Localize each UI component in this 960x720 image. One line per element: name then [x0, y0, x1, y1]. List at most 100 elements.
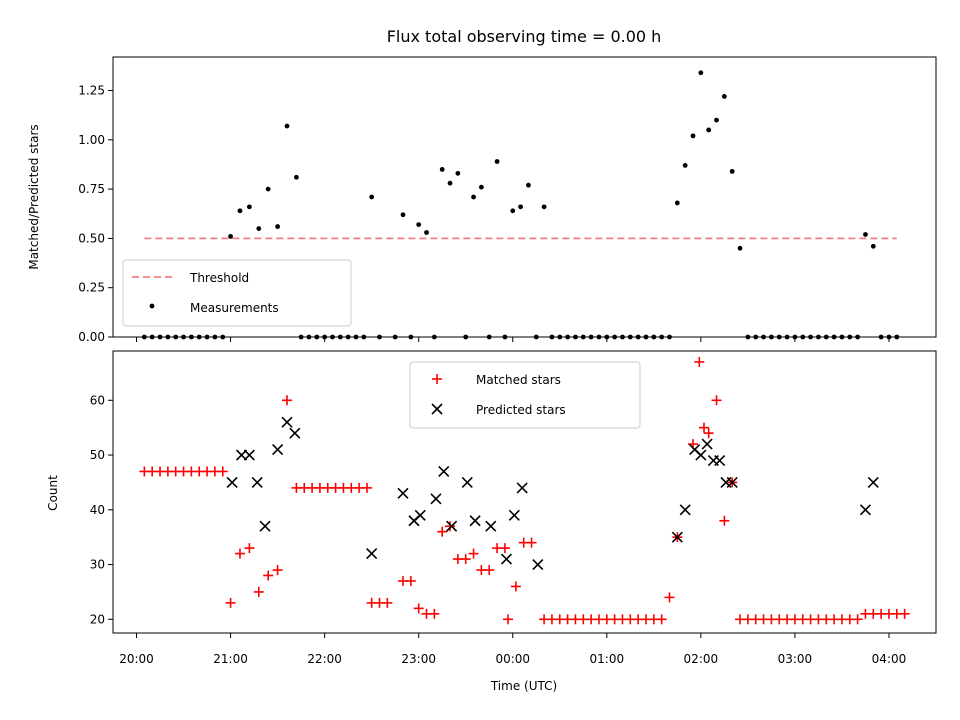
predicted-stars-point [289, 427, 301, 439]
measurement-point [447, 180, 453, 186]
matched-stars-point [711, 395, 722, 406]
matched-stars-point [244, 543, 255, 554]
matched-stars-point [719, 515, 730, 526]
predicted-stars-point-b [366, 548, 378, 560]
measurement-point [870, 243, 876, 249]
predicted-stars-point [701, 438, 713, 450]
bottom-x-axis-label: Time (UTC) [490, 679, 557, 693]
predicted-stars-point [281, 416, 293, 428]
predicted-stars-point-b [446, 520, 458, 532]
predicted-stars-point-b [516, 482, 528, 494]
measurement-point [682, 163, 688, 168]
matched-stars-point [272, 565, 283, 576]
measurement-point [439, 166, 445, 172]
matched-stars-point [217, 466, 228, 477]
matched-stars-point [852, 614, 863, 625]
top-y-axis-label: Matched/Predicted stars [27, 124, 41, 269]
matched-stars-point [263, 570, 274, 581]
measurement-point [690, 133, 696, 139]
top-y-tick-label: 0.75 [78, 182, 105, 196]
matched-stars-point [698, 422, 709, 433]
bottom-y-tick-label: 40 [90, 503, 105, 517]
measurement-point [494, 159, 500, 164]
measurement-point [706, 127, 712, 133]
matched-stars-point [503, 614, 514, 625]
top-axes-frame [112, 56, 937, 338]
measurement-point [265, 186, 271, 192]
top-y-tick-label: 1.25 [78, 84, 105, 98]
measurement-point [455, 170, 461, 176]
predicted-stars-point [438, 465, 450, 478]
predicted-stars-point-b [500, 553, 513, 565]
matched-stars-point [282, 395, 293, 406]
bottom-y-tick-label: 60 [90, 393, 105, 407]
predicted-stars-point [859, 504, 872, 516]
top-y-tick-label: 0.50 [78, 231, 105, 245]
predicted-stars-point [714, 454, 726, 467]
matched-stars-point [510, 581, 521, 592]
matched-stars-point [656, 614, 667, 625]
predicted-stars-point-b [259, 520, 271, 532]
measurement-point [729, 168, 735, 174]
predicted-stars-point-b [235, 449, 248, 461]
top-legend: Threshold Measurements [122, 259, 352, 327]
bottom-legend-box [409, 361, 641, 429]
top-y-tick-label: 0.25 [78, 281, 105, 295]
measurement-point [698, 70, 704, 76]
predicted-stars-point [516, 482, 528, 494]
bottom-plot-area [139, 356, 910, 625]
matched-stars-point [405, 575, 416, 586]
predicted-stars-point-b [671, 531, 683, 543]
predicted-stars-point [414, 509, 426, 521]
measurement-point [237, 208, 243, 214]
matched-stars-legend-label: Matched stars [476, 373, 561, 387]
measurement-point [275, 224, 280, 229]
bottom-x-tick-label: 20:00 [119, 652, 154, 666]
predicted-stars-point-b [867, 476, 879, 488]
top-y-tick-label: 0.00 [78, 330, 105, 344]
predicted-stars-point [226, 476, 238, 488]
measurement-point [526, 182, 531, 188]
bottom-x-tick-label: 00:00 [495, 652, 530, 666]
matched-stars-point [664, 592, 675, 603]
predicted-stars-point-b [251, 476, 263, 488]
measurement-point [471, 194, 476, 200]
bottom-y-tick-label: 30 [90, 558, 105, 572]
bottom-axes-frame [112, 350, 937, 634]
top-chart-title: Flux total observing time = 0.00 h [387, 27, 662, 46]
measurements-legend-marker [149, 303, 155, 309]
predicted-stars-point [259, 520, 271, 532]
predicted-stars-point-b [679, 504, 691, 516]
measurement-point [478, 184, 484, 190]
predicted-stars-point-b [726, 476, 738, 488]
predicted-stars-point [397, 487, 409, 499]
predicted-stars-point-b [414, 509, 426, 521]
predicted-stars-point [430, 493, 442, 505]
bottom-y-tick-label: 50 [90, 448, 105, 462]
predicted-stars-point-b [281, 416, 293, 428]
bottom-y-axis-label: Count [46, 475, 60, 511]
bottom-y-tick-label: 20 [90, 612, 105, 626]
bottom-legend: Matched stars Predicted stars [409, 361, 641, 429]
predicted-stars-point [679, 504, 691, 516]
measurement-point [863, 232, 868, 237]
matched-stars-point [225, 597, 236, 608]
predicted-stars-legend-marker [431, 403, 443, 415]
measurement-point [510, 208, 516, 214]
matched-stars-point [499, 543, 510, 554]
threshold-legend-label: Threshold [189, 271, 249, 285]
predicted-stars-point-b [461, 476, 473, 488]
matched-stars-point [382, 597, 393, 608]
predicted-stars-point [695, 449, 707, 461]
bottom-x-tick-label: 01:00 [590, 652, 625, 666]
measurement-point [737, 245, 743, 251]
predicted-stars-point-b [438, 465, 450, 478]
predicted-stars-point-b [243, 449, 255, 461]
predicted-stars-point [235, 449, 248, 461]
measurement-point [424, 230, 429, 235]
predicted-stars-point-b [532, 558, 544, 571]
matched-stars-point [437, 526, 448, 537]
predicted-stars-point [726, 476, 738, 488]
predicted-stars-point [532, 558, 544, 571]
predicted-stars-point [366, 548, 378, 560]
